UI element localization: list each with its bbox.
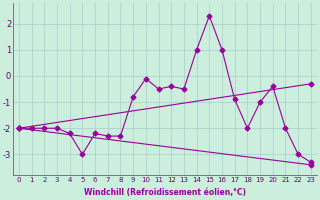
X-axis label: Windchill (Refroidissement éolien,°C): Windchill (Refroidissement éolien,°C) (84, 188, 246, 197)
